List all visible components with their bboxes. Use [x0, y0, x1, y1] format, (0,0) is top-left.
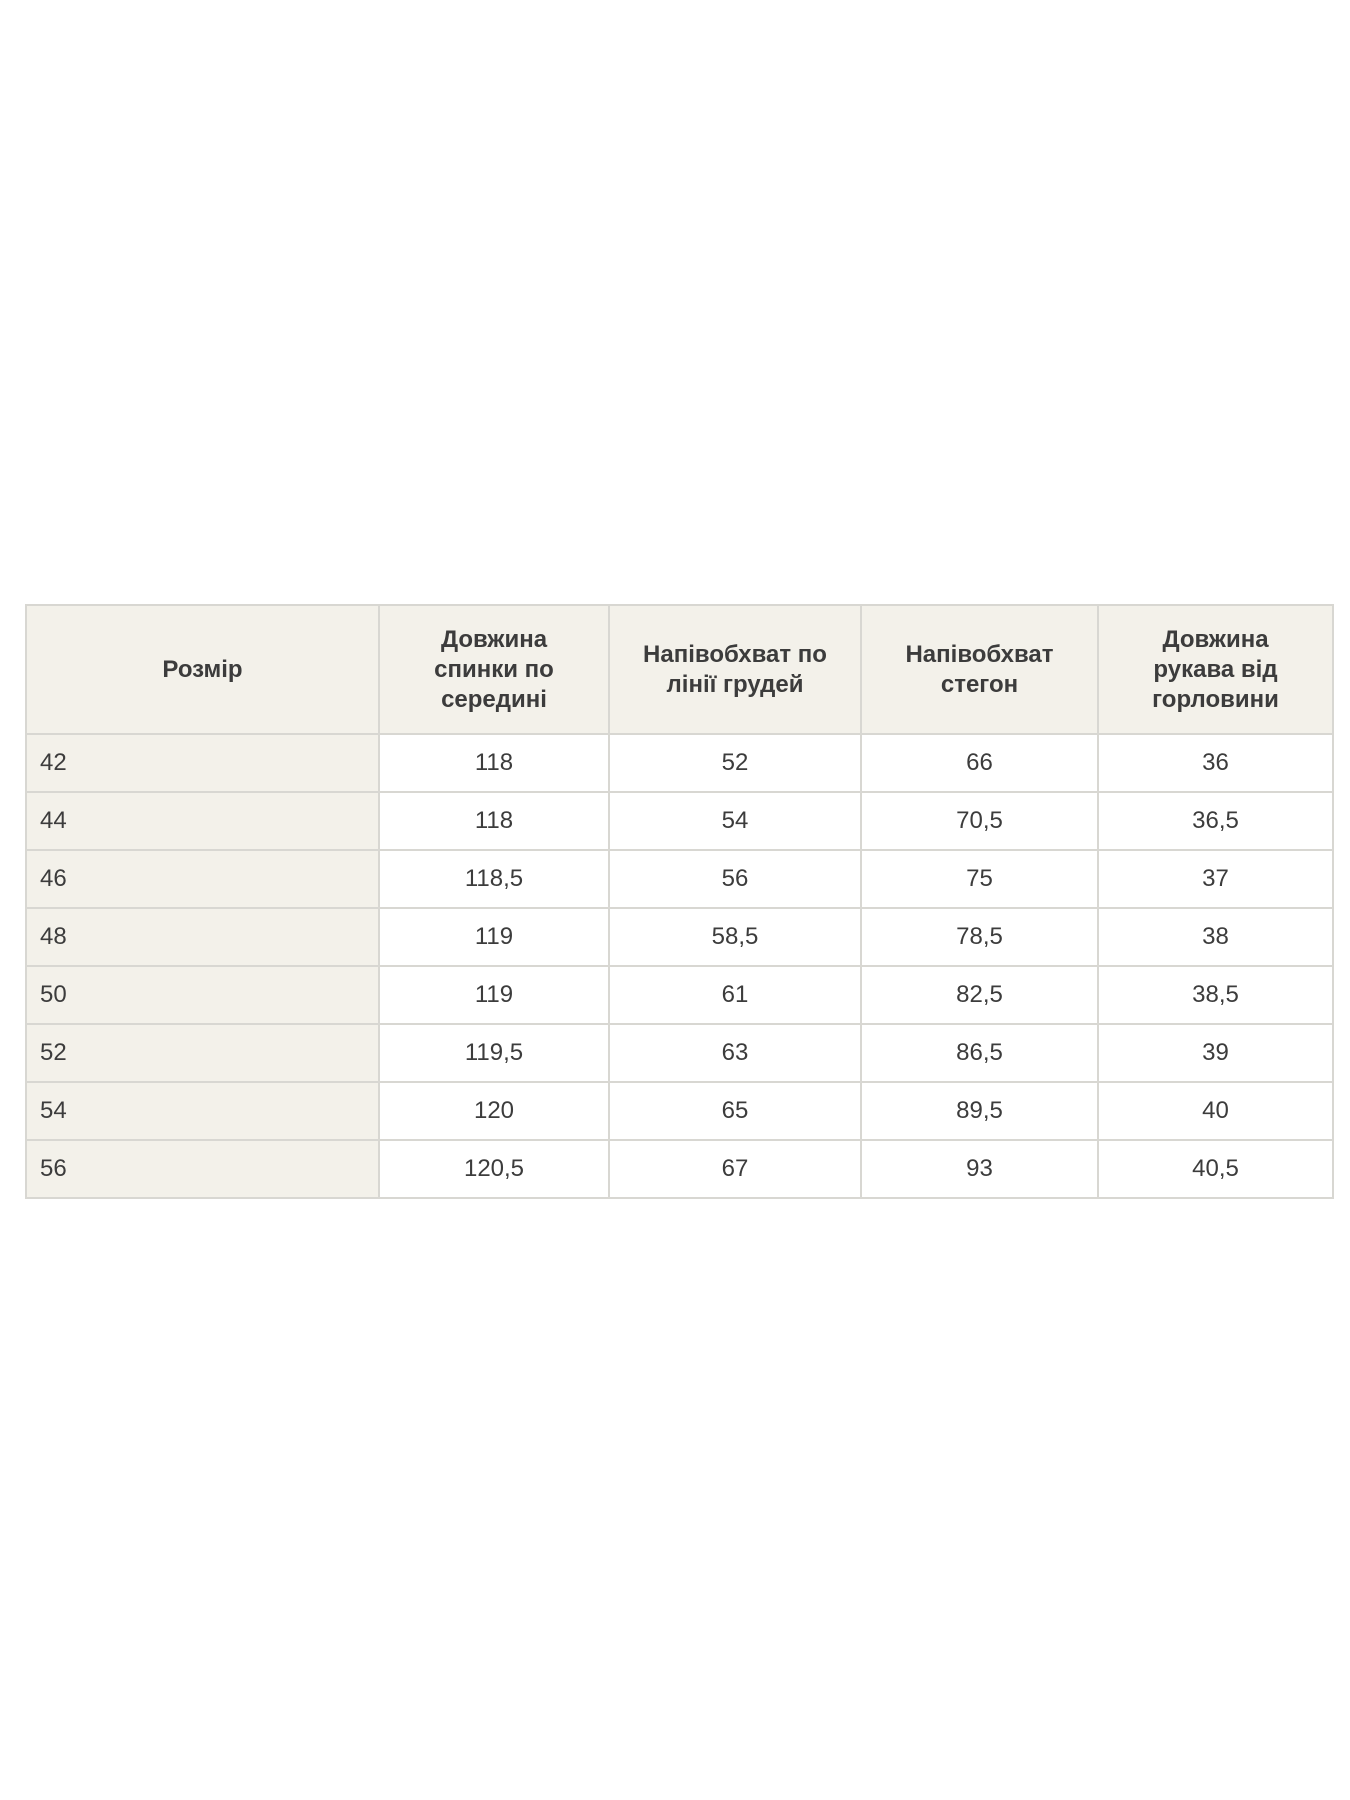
measurement-cell: 118	[378, 733, 610, 793]
size-cell: 42	[25, 733, 380, 793]
measurement-cell: 118	[378, 791, 610, 851]
measurement-cell: 52	[608, 733, 862, 793]
measurement-cell: 120,5	[378, 1139, 610, 1199]
column-header-size: Розмір	[25, 604, 380, 735]
measurement-cell: 70,5	[860, 791, 1099, 851]
measurement-cell: 89,5	[860, 1081, 1099, 1141]
table-row: 56 120,5 67 93 40,5	[25, 1139, 1334, 1199]
measurement-cell: 56	[608, 849, 862, 909]
column-header-back-length: Довжина спинки по середині	[378, 604, 610, 735]
measurement-cell: 58,5	[608, 907, 862, 967]
measurement-cell: 82,5	[860, 965, 1099, 1025]
column-header-hips-half-girth: Напівобхват стегон	[860, 604, 1099, 735]
size-cell: 44	[25, 791, 380, 851]
size-chart-header-row: Розмір Довжина спинки по середині Напіво…	[25, 604, 1334, 735]
measurement-cell: 38	[1097, 907, 1334, 967]
measurement-cell: 75	[860, 849, 1099, 909]
measurement-cell: 65	[608, 1081, 862, 1141]
measurement-cell: 61	[608, 965, 862, 1025]
measurement-cell: 119	[378, 965, 610, 1025]
table-row: 46 118,5 56 75 37	[25, 849, 1334, 909]
measurement-cell: 38,5	[1097, 965, 1334, 1025]
measurement-cell: 66	[860, 733, 1099, 793]
measurement-cell: 86,5	[860, 1023, 1099, 1083]
column-header-chest-half-girth: Напівобхват по лінії грудей	[608, 604, 862, 735]
table-row: 52 119,5 63 86,5 39	[25, 1023, 1334, 1083]
measurement-cell: 63	[608, 1023, 862, 1083]
measurement-cell: 40	[1097, 1081, 1334, 1141]
size-cell: 56	[25, 1139, 380, 1199]
measurement-cell: 78,5	[860, 907, 1099, 967]
column-header-sleeve-length: Довжина рукава від горловини	[1097, 604, 1334, 735]
table-row: 48 119 58,5 78,5 38	[25, 907, 1334, 967]
measurement-cell: 119,5	[378, 1023, 610, 1083]
size-cell: 48	[25, 907, 380, 967]
size-chart-table: Розмір Довжина спинки по середині Напіво…	[25, 604, 1334, 1199]
size-cell: 46	[25, 849, 380, 909]
measurement-cell: 36,5	[1097, 791, 1334, 851]
measurement-cell: 36	[1097, 733, 1334, 793]
measurement-cell: 67	[608, 1139, 862, 1199]
table-row: 44 118 54 70,5 36,5	[25, 791, 1334, 851]
size-cell: 52	[25, 1023, 380, 1083]
table-row: 42 118 52 66 36	[25, 733, 1334, 793]
measurement-cell: 120	[378, 1081, 610, 1141]
table-row: 54 120 65 89,5 40	[25, 1081, 1334, 1141]
measurement-cell: 93	[860, 1139, 1099, 1199]
size-cell: 54	[25, 1081, 380, 1141]
measurement-cell: 37	[1097, 849, 1334, 909]
measurement-cell: 119	[378, 907, 610, 967]
measurement-cell: 54	[608, 791, 862, 851]
measurement-cell: 39	[1097, 1023, 1334, 1083]
table-row: 50 119 61 82,5 38,5	[25, 965, 1334, 1025]
size-cell: 50	[25, 965, 380, 1025]
measurement-cell: 118,5	[378, 849, 610, 909]
measurement-cell: 40,5	[1097, 1139, 1334, 1199]
